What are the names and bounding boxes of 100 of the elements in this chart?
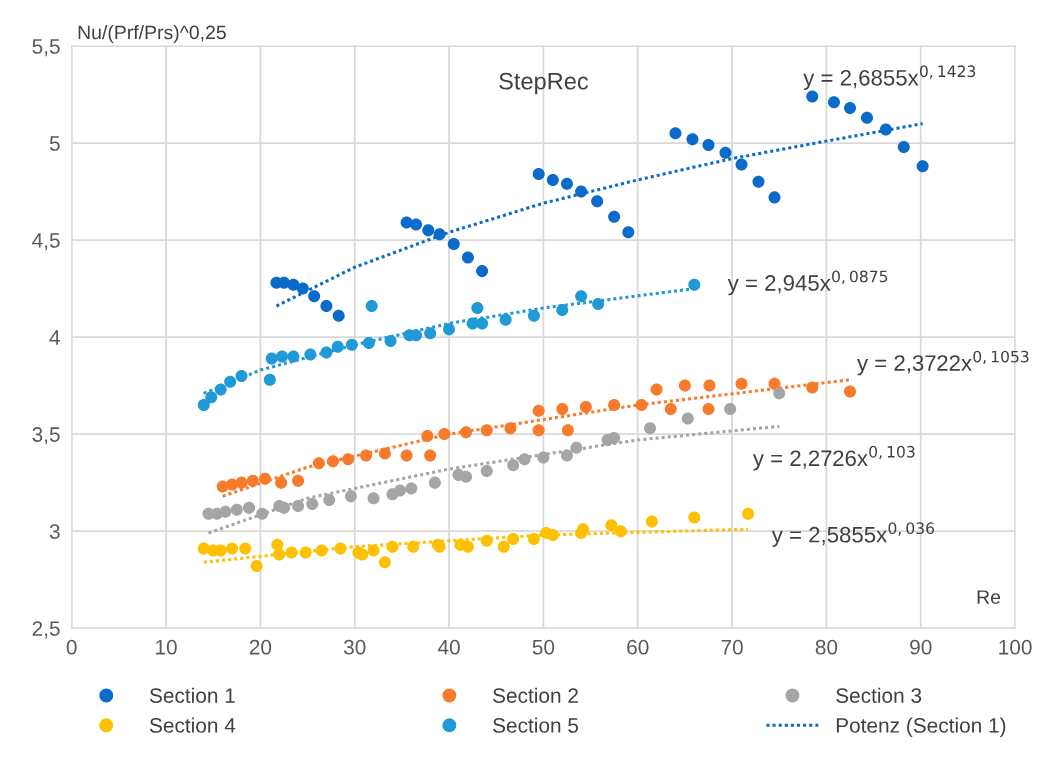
- point: [504, 422, 517, 435]
- point: [197, 399, 210, 412]
- point: [246, 474, 259, 487]
- point: [276, 350, 289, 363]
- point: [752, 175, 765, 188]
- x-tick-label: 100: [999, 639, 1032, 655]
- point: [768, 191, 781, 204]
- point: [259, 472, 272, 485]
- x-tick-label: 80: [815, 639, 838, 655]
- point: [645, 515, 658, 528]
- point: [702, 138, 715, 151]
- annotation: y = 2,2726x$^{0,103}$: [752, 445, 915, 471]
- point: [367, 492, 380, 505]
- point: [438, 428, 451, 441]
- point: [405, 482, 418, 495]
- point: [681, 412, 694, 425]
- point: [532, 168, 545, 181]
- point: [331, 340, 344, 353]
- point: [507, 532, 520, 545]
- x-axis-title: Re: [977, 590, 1001, 604]
- point: [497, 540, 510, 553]
- point: [605, 519, 618, 532]
- point: [205, 391, 218, 404]
- point: [460, 426, 473, 439]
- point: [410, 218, 423, 231]
- point: [424, 449, 437, 462]
- point: [556, 402, 569, 415]
- point: [735, 377, 748, 390]
- point: [367, 544, 380, 557]
- point: [635, 399, 648, 412]
- point: [296, 282, 309, 295]
- point: [916, 160, 929, 173]
- x-tick-label: 10: [156, 639, 177, 655]
- x-tick-label: 0: [66, 639, 77, 655]
- point: [527, 309, 540, 322]
- y-tick-label: 3,5: [32, 427, 60, 445]
- point: [243, 501, 256, 514]
- point: [650, 383, 663, 396]
- annotation: y = 2,5855x$^{0,036}$: [771, 522, 935, 547]
- point: [560, 177, 573, 190]
- point: [214, 383, 227, 396]
- y-tick-label: 4: [49, 330, 60, 345]
- point: [447, 237, 460, 250]
- point: [334, 542, 347, 555]
- point: [860, 111, 873, 124]
- point: [686, 133, 699, 146]
- point: [608, 399, 621, 412]
- point: [312, 457, 325, 470]
- point: [320, 300, 333, 313]
- point: [250, 560, 263, 573]
- point: [356, 548, 369, 561]
- point: [424, 327, 437, 340]
- point: [532, 404, 545, 417]
- point: [362, 336, 375, 349]
- point: [719, 146, 732, 159]
- point: [570, 441, 583, 454]
- x-tick-label: 50: [532, 639, 555, 655]
- y-axis-title: Nu/(Prf/Prs)^0,25: [78, 24, 226, 44]
- point: [806, 381, 819, 394]
- point: [843, 385, 857, 398]
- x-tick-label: 40: [437, 639, 460, 655]
- legend-label: Potenz (Section 1): [836, 717, 1006, 737]
- x-tick-label: 90: [910, 639, 932, 655]
- point: [527, 532, 540, 545]
- point: [345, 338, 358, 351]
- point: [378, 447, 391, 460]
- point: [664, 402, 677, 415]
- point: [703, 379, 716, 392]
- point: [299, 546, 312, 559]
- annotation: y = 2,3722x$^{0,1053}$: [857, 350, 1029, 376]
- point: [360, 449, 373, 462]
- point: [304, 348, 317, 361]
- point: [292, 474, 305, 487]
- point: [546, 173, 559, 186]
- y-tick-label: 2,5: [32, 621, 60, 639]
- point: [320, 346, 333, 359]
- point: [342, 453, 355, 466]
- point: [273, 548, 286, 561]
- legend-label: Section 1: [149, 687, 235, 703]
- point: [669, 127, 682, 140]
- point: [239, 542, 252, 555]
- y-tick-label: 5: [49, 136, 60, 151]
- annotation: y = 2,6855x$^{0,1423}$: [803, 65, 976, 91]
- point: [235, 369, 248, 382]
- point: [556, 303, 569, 316]
- point: [806, 90, 819, 103]
- x-tick-label: 60: [627, 639, 649, 655]
- point: [768, 377, 781, 390]
- point: [702, 402, 715, 415]
- legend-label: Section 5: [493, 717, 579, 733]
- point: [688, 511, 701, 524]
- point: [773, 387, 786, 400]
- point: [365, 300, 378, 313]
- point: [285, 546, 298, 559]
- point: [407, 540, 420, 553]
- point: [827, 96, 840, 109]
- legend-label: Section 2: [493, 687, 578, 703]
- y-tick-label: 5,5: [32, 39, 60, 57]
- point: [219, 505, 232, 518]
- point: [433, 228, 446, 241]
